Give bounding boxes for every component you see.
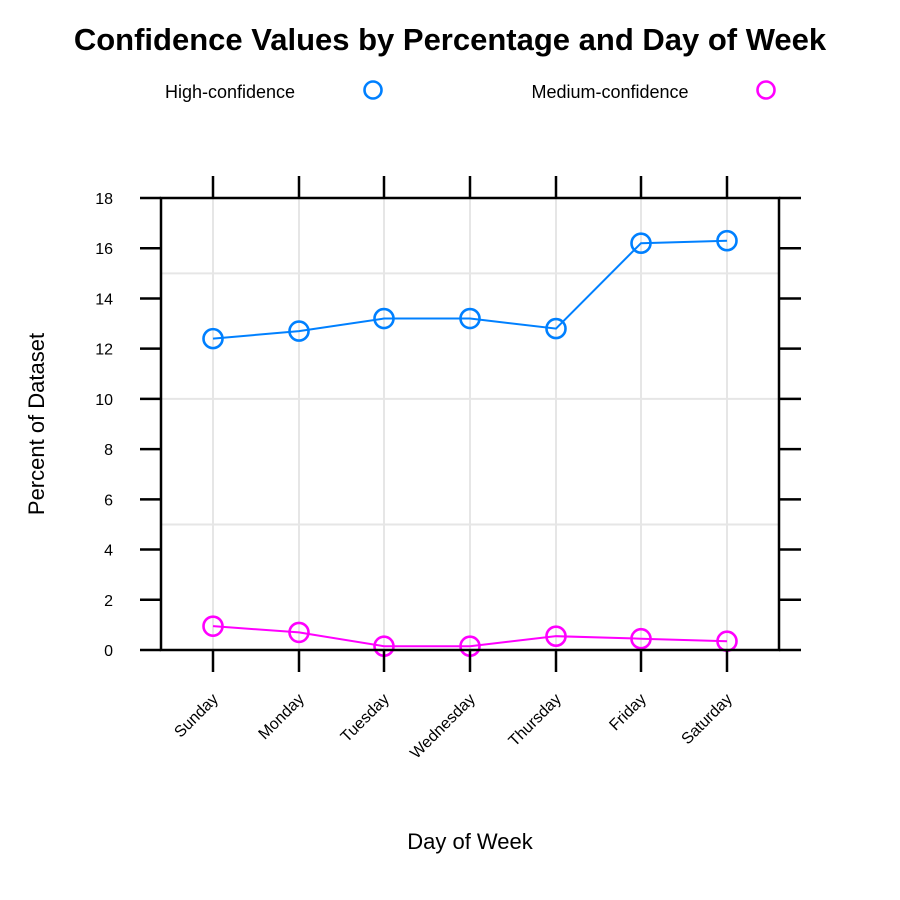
x-tick-label: Friday: [606, 691, 649, 734]
x-tick-label: Tuesday: [338, 691, 393, 746]
series-line: [212, 625, 728, 648]
chart-title: Confidence Values by Percentage and Day …: [74, 22, 827, 57]
y-tick-label: 14: [95, 291, 113, 308]
data-point: [373, 307, 395, 330]
x-axis-title: Day of Week: [407, 829, 534, 854]
y-tick-label: 0: [104, 643, 113, 660]
data-point: [630, 627, 652, 650]
series-layer: [202, 229, 738, 658]
y-axis-title: Percent of Dataset: [24, 333, 49, 515]
data-point: [545, 625, 567, 647]
y-tick-label: 6: [104, 492, 113, 509]
data-point: [716, 229, 738, 252]
legend-item-1: High-confidence: [165, 80, 383, 102]
x-axis: Sunday Monday Tuesday Wednesday Thursday Frid…: [171, 176, 736, 763]
legend-marker: [363, 80, 383, 100]
y-tick-label: 10: [95, 392, 113, 409]
data-point: [630, 232, 652, 254]
y-tick-label: 16: [95, 241, 113, 258]
x-tick-label: Thursday: [506, 691, 565, 750]
x-tick-label: Wednesday: [407, 691, 479, 763]
legend-marker: [756, 80, 776, 100]
data-point: [202, 615, 224, 637]
y-tick-label: 8: [104, 442, 113, 459]
x-tick-label: Sunday: [171, 691, 221, 741]
series-1: [202, 229, 738, 350]
data-point: [288, 320, 310, 342]
data-point: [288, 621, 310, 644]
legend: High-confidence Medium-confidence: [165, 80, 776, 102]
series-line: [212, 239, 728, 340]
legend-item-2: Medium-confidence: [531, 80, 776, 102]
data-point: [202, 327, 224, 350]
legend-label: Medium-confidence: [531, 82, 688, 102]
y-tick-label: 4: [104, 543, 113, 560]
data-point: [459, 307, 481, 330]
data-point: [545, 317, 567, 340]
y-tick-label: 18: [95, 191, 113, 208]
x-tick-label: Saturday: [679, 691, 736, 748]
y-tick-label: 12: [95, 342, 113, 359]
y-axis: 0 2 4 6 8 10 12 14 16 18: [95, 191, 801, 660]
y-tick-label: 2: [104, 593, 113, 610]
legend-label: High-confidence: [165, 82, 295, 102]
grid: [161, 198, 779, 650]
x-tick-label: Monday: [256, 691, 308, 743]
